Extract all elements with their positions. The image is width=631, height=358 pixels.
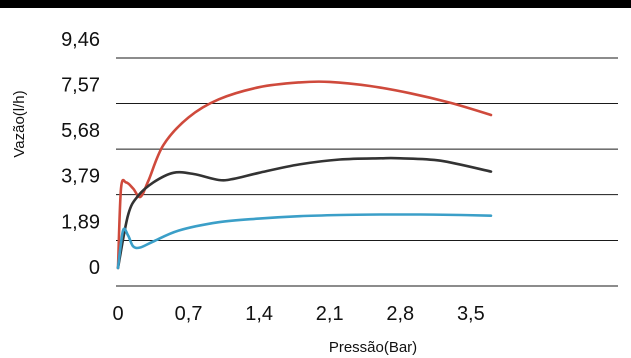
y-tick-label: 0	[89, 257, 100, 279]
series-line-3	[116, 213, 493, 270]
y-tick-label: 3,79	[61, 166, 100, 188]
y-axis-tick-labels: 0 1,89 3,79 5,68 7,57 9,46	[61, 29, 100, 279]
x-tick-label: 0,7	[175, 303, 203, 325]
x-axis-title: Pressão(Bar)	[329, 339, 417, 356]
y-tick-label: 1,89	[61, 211, 100, 233]
y-tick-label: 5,68	[61, 120, 100, 142]
x-axis-tick-labels: 0 0,7 1,4 2,1 2,8 3,5	[112, 303, 484, 325]
x-tick-label: 3,5	[457, 303, 485, 325]
series-lines	[116, 80, 493, 270]
series-line-2	[116, 156, 493, 270]
series-line-1	[116, 80, 493, 270]
x-tick-label: 2,1	[316, 303, 344, 325]
x-tick-label: 1,4	[245, 303, 273, 325]
y-tick-label: 7,57	[61, 75, 100, 97]
grid-lines	[116, 57, 618, 287]
y-tick-label: 9,46	[61, 29, 100, 51]
x-tick-label: 0	[112, 303, 123, 325]
x-tick-label: 2,8	[386, 303, 414, 325]
y-axis-title: Vazão(l/h)	[11, 90, 28, 157]
